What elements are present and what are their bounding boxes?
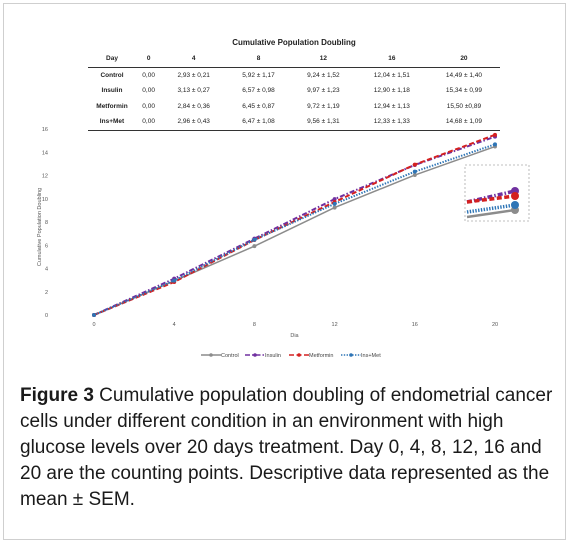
table-cell: 15,50 ±0,89 (446, 102, 482, 110)
caption-text: Cumulative population doubling of endome… (20, 385, 553, 510)
y-tick-label: 10 (42, 197, 48, 203)
legend-marker (209, 353, 213, 357)
x-axis-label: Dia (290, 333, 299, 339)
legend-label: Metformin (309, 353, 333, 359)
table-cell: 6,57 ± 0,98 (242, 87, 275, 95)
y-tick-label: 2 (45, 290, 48, 296)
table-header-day-8: 8 (256, 55, 261, 63)
table-cell: 12,04 ± 1,51 (373, 71, 410, 79)
table-cell: 2,84 ± 0,36 (177, 102, 210, 110)
legend-marker (297, 353, 301, 357)
data-point (493, 132, 497, 137)
row-label: Metformin (96, 102, 128, 110)
legend-marker (349, 353, 353, 357)
table-cell: 0,00 (142, 102, 155, 110)
inset-line (466, 203, 516, 214)
table-cell: 9,56 ± 1,31 (307, 118, 340, 126)
table-header-day-16: 16 (388, 55, 396, 63)
table-cell: 2,93 ± 0,21 (177, 71, 210, 79)
table-cell: 2,96 ± 0,43 (177, 118, 210, 126)
data-point (412, 169, 417, 174)
table-cell: 6,47 ± 1,08 (242, 118, 275, 126)
legend-marker (253, 353, 257, 357)
table-cell: 14,68 ± 1,09 (445, 118, 482, 126)
data-point (252, 244, 257, 249)
y-tick-label: 4 (45, 267, 48, 273)
x-tick-label: 4 (173, 322, 176, 328)
data-point (172, 278, 177, 283)
data-point (252, 237, 257, 242)
row-label: Control (100, 71, 124, 79)
table-title: Cumulative Population Doubling (232, 38, 356, 47)
table-header-day-0: 0 (146, 55, 151, 63)
table-cell: 15,34 ± 0,99 (445, 87, 482, 95)
y-tick-label: 12 (42, 174, 48, 180)
x-tick-label: 8 (253, 322, 256, 328)
inset-box (464, 164, 530, 222)
inset-line (466, 208, 516, 219)
table-header-day-4: 4 (191, 55, 196, 63)
row-label: Ins+Met (99, 118, 125, 126)
x-tick-label: 20 (492, 322, 498, 328)
table-header-day-12: 12 (319, 55, 327, 63)
table-cell: 9,24 ± 1,52 (307, 71, 340, 79)
y-tick-label: 16 (42, 127, 48, 133)
series-line-control (93, 145, 496, 316)
table-row: Metformin 0,00 2,84 ± 0,36 6,45 ± 0,87 9,72 … (88, 99, 500, 115)
table-header-row: Day 0 4 8 12 16 20 (88, 51, 500, 67)
table-cell: 0,00 (142, 87, 155, 95)
inset-marker (511, 201, 519, 209)
figure-caption: Figure 3 Cumulative population doubling … (20, 383, 560, 513)
legend-label: Insulin (265, 353, 281, 359)
x-tick-label: 16 (412, 322, 418, 328)
data-point (92, 313, 96, 317)
legend-label: Ins+Met (361, 353, 381, 359)
x-tick-label: 12 (332, 322, 338, 328)
data-point (332, 205, 337, 210)
table-body: Control 0,00 2,93 ± 0,21 5,92 ± 1,17 9,24 ± … (88, 67, 500, 130)
data-point (412, 173, 417, 178)
table-cell: 6,45 ± 0,87 (242, 102, 275, 110)
figure-frame: Cumulative Population Doubling Day 0 4 8 12 1… (3, 3, 566, 540)
table-cell: 9,97 ± 1,23 (307, 87, 340, 95)
row-label: Insulin (101, 87, 123, 95)
table-cell: 9,72 ± 1,19 (307, 102, 340, 110)
table-cell: 0,00 (142, 71, 155, 79)
data-table: Day 0 4 8 12 16 20 Control 0,00 2,93 ± 0,21 5,92 … (88, 51, 500, 131)
legend-label: Control (221, 353, 239, 359)
y-tick-label: 6 (45, 243, 48, 249)
table-cell: 5,92 ± 1,17 (242, 71, 275, 79)
caption-label: Figure 3 (20, 385, 94, 406)
table-cell: 14,49 ± 1,40 (445, 71, 482, 79)
x-tick-label: 0 (92, 322, 95, 328)
data-point (412, 162, 417, 167)
y-tick-label: 8 (45, 220, 48, 226)
table-cell: 12,94 ± 1,13 (373, 102, 410, 110)
table-cell: 12,33 ± 1,33 (373, 118, 410, 126)
data-point (332, 197, 337, 202)
table-header-day: Day (106, 55, 118, 63)
table-header-day-20: 20 (460, 55, 468, 63)
table-row: Insulin 0,00 3,13 ± 0,27 6,57 ± 0,98 9,97 ± … (88, 83, 500, 99)
line-chart: 0 2 4 6 8 10 12 14 16 0 4 8 12 16 20 Dia Cumulative Popu… (37, 127, 530, 359)
y-tick-label: 14 (42, 150, 48, 156)
table-cell: 3,13 ± 0,27 (177, 87, 210, 95)
table-cell: 0,00 (142, 118, 155, 126)
inset-line (466, 194, 516, 204)
y-tick-label: 0 (45, 313, 48, 319)
y-axis-label: Cumulative Population Doubling (37, 188, 43, 266)
data-point (332, 201, 337, 206)
series-line-insulin (93, 135, 496, 316)
table-cell: 12,90 ± 1,18 (373, 87, 410, 95)
table-row: Control 0,00 2,93 ± 0,21 5,92 ± 1,17 9,24 ± … (88, 67, 500, 83)
table-row: Ins+Met 0,00 2,96 ± 0,43 6,47 ± 1,08 9,56 ± … (88, 114, 500, 130)
inset-marker (511, 192, 519, 200)
series-line-ins-met (93, 143, 496, 316)
data-point (493, 142, 497, 147)
